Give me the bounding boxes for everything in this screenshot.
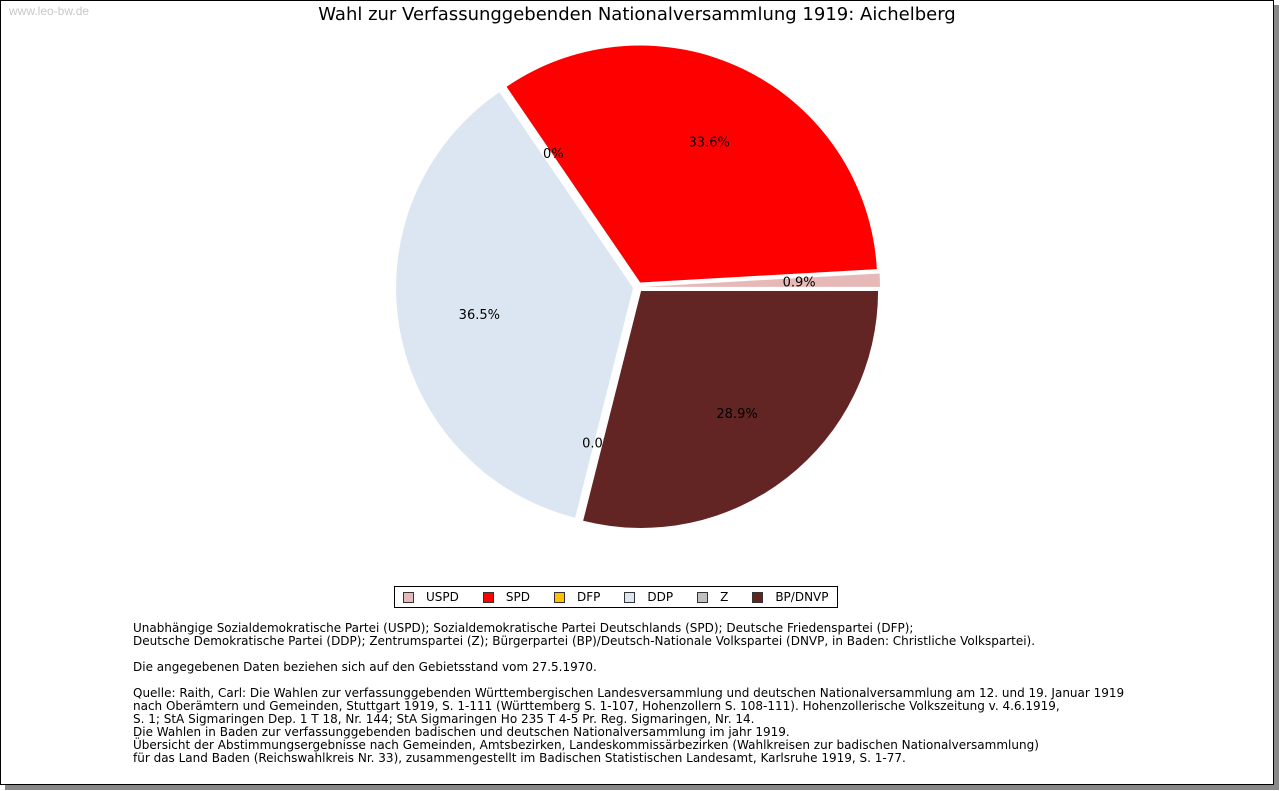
note-gebietsstand: Die angegebenen Daten beziehen sich auf … — [133, 660, 597, 674]
legend-item-uspd: USPD — [403, 590, 459, 604]
data-label-spd: 33.6% — [689, 135, 730, 150]
chart-title: Wahl zur Verfassunggebenden Nationalvers… — [318, 4, 956, 25]
legend-item-ddp: DDP — [624, 590, 673, 604]
legend-item-dfp: DFP — [553, 590, 601, 604]
legend-label: DDP — [647, 590, 674, 604]
note-source-2: nach Oberämtern und Gemeinden, Stuttgart… — [133, 699, 1060, 713]
legend-label: Z — [720, 590, 729, 604]
legend-label: DFP — [576, 590, 601, 604]
legend-swatch — [553, 591, 565, 603]
note-source-3: S. 1; StA Sigmaringen Dep. 1 T 18, Nr. 1… — [133, 712, 755, 726]
data-label-ddp: 36.5% — [459, 308, 500, 323]
note-parties-1: Unabhängige Sozialdemokratische Partei (… — [133, 621, 914, 635]
legend-label: BP/DNVP — [775, 590, 829, 604]
legend-swatch — [752, 591, 764, 603]
legend-swatch — [697, 591, 709, 603]
pie-slice-spd — [506, 45, 877, 283]
legend-item-z: Z — [697, 590, 728, 604]
legend-label: SPD — [505, 590, 530, 604]
legend-item-bpdnvp: BP/DNVP — [752, 590, 829, 604]
pie-chart: 0.9%33.6%0.0%36.5%0.0%28.9% — [396, 45, 880, 528]
pie-slice-bpdnvp — [583, 290, 879, 528]
data-label-uspd: 0.9% — [783, 275, 816, 290]
legend-swatch — [482, 591, 494, 603]
data-label-bpdnvp: 28.9% — [716, 407, 757, 422]
legend-item-spd: SPD — [482, 590, 530, 604]
note-source-6: für das Land Baden (Reichswahlkreis Nr. … — [133, 751, 906, 765]
watermark: www.leo-bw.de — [9, 4, 90, 18]
legend-swatch — [403, 591, 414, 603]
pie-slice-ddp — [396, 92, 634, 518]
legend: USPD SPD DFP DDP Z BP/DNVP — [394, 586, 838, 608]
note-source-1: Quelle: Raith, Carl: Die Wahlen zur verf… — [133, 686, 1125, 700]
note-parties-2: Deutsche Demokratische Partei (DDP); Zen… — [133, 634, 1036, 648]
legend-label: USPD — [426, 590, 459, 604]
note-source-4: Die Wahlen in Baden zur verfassunggebend… — [133, 725, 790, 739]
notes: Unabhängige Sozialdemokratische Partei (… — [133, 622, 1124, 765]
pie-slice-uspd — [642, 273, 880, 287]
note-source-5: Übersicht der Abstimmungsergebnisse nach… — [133, 738, 1039, 752]
legend-swatch — [624, 591, 636, 603]
